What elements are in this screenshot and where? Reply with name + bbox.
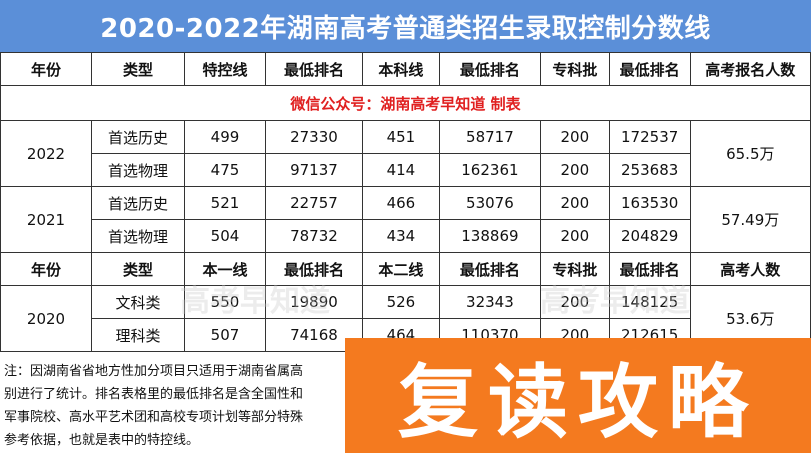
footnote-line: 注：因湖南省省地方性加分项目只适用于湖南省属高 (4, 364, 304, 379)
page-title: 2020-2022年湖南高考普通类招生录取控制分数线 (0, 0, 811, 52)
header-row: 年份 类型 本一线 最低排名 本二线 最低排名 专科批 最低排名 高考人数 (0, 252, 811, 286)
year-cell: 2022 (0, 120, 92, 187)
header-cell: 最低排名 (608, 52, 691, 86)
table-cell: 204829 (608, 219, 691, 253)
header-cell: 专科批 (539, 52, 610, 86)
footnote: 注：因湖南省省地方性加分项目只适用于湖南省属高 别进行了统计。排名表格里的最低排… (0, 358, 811, 453)
header-cell: 特控线 (184, 52, 266, 86)
table-row: 2021 首选历史 521 22757 466 53076 200 163530… (0, 186, 811, 253)
table-cell: 首选历史 (90, 120, 186, 154)
table-cell: 22757 (264, 186, 364, 220)
table-cell: 499 (184, 120, 266, 154)
table-cell: 74168 (264, 318, 364, 352)
wechat-note: 微信公众号：湖南高考早知道 制表 (0, 85, 811, 121)
table-row: 2022 首选历史 499 27330 451 58717 200 172537… (0, 120, 811, 187)
table-cell: 58717 (438, 120, 541, 154)
header-cell: 最低排名 (438, 252, 541, 286)
table-cell: 172537 (608, 120, 691, 154)
table-cell: 414 (362, 153, 440, 187)
table-cell: 138869 (438, 219, 541, 253)
table-cell: 253683 (608, 153, 691, 187)
score-table: 年份 类型 特控线 最低排名 本科线 最低排名 专科批 最低排名 高考报名人数 … (0, 52, 811, 352)
applicants-cell: 57.49万 (689, 186, 811, 253)
table-cell: 200 (539, 285, 610, 319)
promo-banner[interactable]: 复读攻略 (345, 338, 811, 453)
table-cell: 27330 (264, 120, 364, 154)
wechat-row: 微信公众号：湖南高考早知道 制表 (0, 85, 811, 121)
year-cell: 2021 (0, 186, 92, 253)
table-cell: 200 (539, 186, 610, 220)
header-cell: 最低排名 (264, 252, 364, 286)
footnote-line: 参考依据，也就是表中的特控线。 (4, 433, 200, 448)
table-cell: 理科类 (90, 318, 186, 352)
header-row: 年份 类型 特控线 最低排名 本科线 最低排名 专科批 最低排名 高考报名人数 (0, 52, 811, 86)
footnote-line: 军事院校、高水平艺术团和高校专项计划等部分特殊 (4, 410, 304, 425)
header-cell: 本二线 (362, 252, 440, 286)
table-row: 2020 文科类 550 19890 526 32343 200 148125 … (0, 285, 811, 352)
table-cell: 550 (184, 285, 266, 319)
table-cell: 53076 (438, 186, 541, 220)
header-cell: 高考报名人数 (689, 52, 811, 86)
table-cell: 200 (539, 219, 610, 253)
header-cell: 本一线 (184, 252, 266, 286)
table-cell: 首选历史 (90, 186, 186, 220)
table-cell: 32343 (438, 285, 541, 319)
header-cell: 类型 (90, 252, 186, 286)
footnote-line: 别进行了统计。排名表格里的最低排名是含全国性和 (4, 387, 304, 402)
table-cell: 162361 (438, 153, 541, 187)
table-cell: 475 (184, 153, 266, 187)
header-cell: 最低排名 (438, 52, 541, 86)
table-cell: 451 (362, 120, 440, 154)
header-cell: 本科线 (362, 52, 440, 86)
table-cell: 首选物理 (90, 153, 186, 187)
header-cell: 类型 (90, 52, 186, 86)
table-row: 首选物理 475 97137 414 162361 200 253683 (1, 153, 811, 187)
table-cell: 首选物理 (90, 219, 186, 253)
table-cell: 434 (362, 219, 440, 253)
table-cell: 文科类 (90, 285, 186, 319)
header-cell: 最低排名 (608, 252, 691, 286)
table-cell: 148125 (608, 285, 691, 319)
header-cell: 专科批 (539, 252, 610, 286)
applicants-cell: 65.5万 (689, 120, 811, 187)
table-row: 首选物理 504 78732 434 138869 200 204829 (1, 219, 811, 253)
year-cell: 2020 (0, 285, 92, 352)
table-cell: 466 (362, 186, 440, 220)
header-cell: 年份 (0, 252, 92, 286)
table-cell: 78732 (264, 219, 364, 253)
table-cell: 163530 (608, 186, 691, 220)
header-cell: 年份 (0, 52, 92, 86)
header-cell: 高考人数 (689, 252, 811, 286)
table-cell: 200 (539, 120, 610, 154)
table-cell: 19890 (264, 285, 364, 319)
table-cell: 521 (184, 186, 266, 220)
table-cell: 200 (539, 153, 610, 187)
table-cell: 507 (184, 318, 266, 352)
table-row: 理科类 507 74168 464 110370 200 212615 (1, 318, 811, 352)
table-cell: 526 (362, 285, 440, 319)
table-cell: 97137 (264, 153, 364, 187)
table-cell: 504 (184, 219, 266, 253)
header-cell: 最低排名 (264, 52, 364, 86)
